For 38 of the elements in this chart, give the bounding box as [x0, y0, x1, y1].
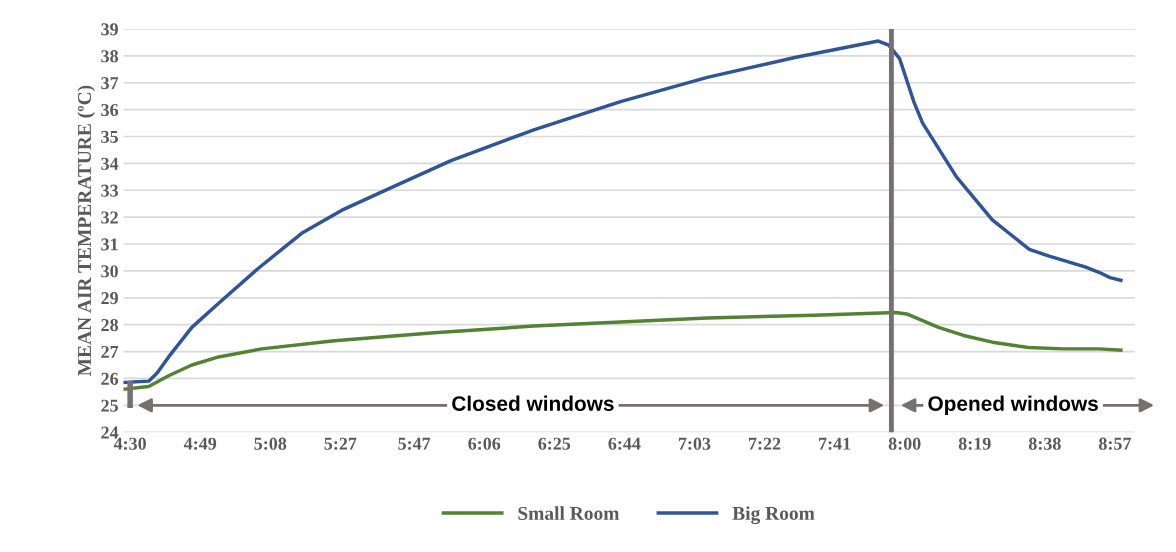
- y-tick-label: 37: [101, 77, 119, 90]
- y-tick-label: 31: [101, 238, 118, 251]
- y-tick-label: 27: [101, 345, 119, 358]
- y-axis-title: MEAN AIR TEMPERATURE (ºC): [77, 85, 96, 376]
- x-tick-label: 6:25: [538, 437, 571, 450]
- y-tick-label: 28: [101, 318, 119, 332]
- x-tick-label: 7:03: [678, 437, 711, 450]
- y-tick-label: 39: [101, 23, 118, 36]
- x-tick-label: 6:06: [468, 437, 501, 450]
- y-tick-label: 30: [101, 265, 118, 278]
- x-tick-label: 7:22: [749, 437, 781, 450]
- legend-label: Big Room: [732, 506, 815, 525]
- x-tick-label: 8:19: [958, 437, 991, 450]
- y-tick-label: 36: [101, 103, 119, 117]
- y-tick-label: 25: [101, 399, 118, 412]
- y-tick-label: 26: [101, 372, 119, 385]
- x-tick-label: 8:57: [1098, 437, 1132, 450]
- y-tick-label: 34: [101, 157, 119, 170]
- y-tick-label: 29: [101, 292, 118, 305]
- x-tick-label: 4:49: [183, 437, 217, 450]
- y-tick-label: 24: [101, 426, 119, 439]
- legend-label: Small Room: [518, 506, 620, 520]
- x-tick-label: 4:30: [113, 437, 146, 450]
- annotation: Closed windows: [452, 395, 614, 411]
- y-tick-label: 32: [101, 211, 118, 224]
- y-tick-label: 38: [101, 50, 119, 63]
- x-tick-label: 5:27: [324, 437, 357, 450]
- x-tick-label: 8:38: [1028, 437, 1061, 450]
- y-tick-label: 35: [101, 130, 118, 143]
- x-tick-label: 5:08: [254, 437, 287, 450]
- line-series: [123, 39, 1123, 385]
- x-tick-label: 8:00: [888, 437, 921, 450]
- x-tick-label: 5:47: [398, 437, 431, 450]
- y-tick-label: 33: [101, 184, 118, 197]
- x-tick-label: 7:41: [819, 437, 851, 450]
- annotation: Opened windows: [928, 395, 1098, 416]
- line-series: [123, 310, 1123, 391]
- x-tick-label: 6:44: [608, 437, 641, 450]
